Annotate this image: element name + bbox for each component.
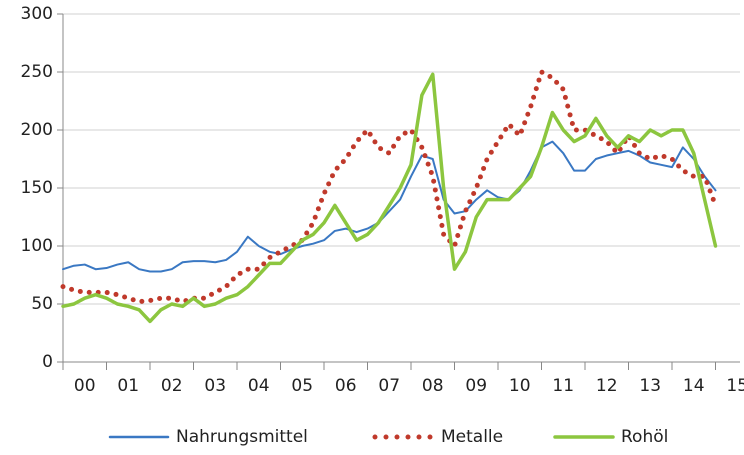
- y-tick-label: 50: [31, 294, 53, 314]
- x-tick-label: 13: [639, 376, 661, 396]
- x-tick-label: 04: [248, 376, 270, 396]
- x-tick-label: 12: [596, 376, 618, 396]
- x-tick-label: 07: [378, 376, 400, 396]
- y-tick-label: 250: [21, 62, 53, 82]
- series-line: [61, 72, 718, 324]
- x-tick-label: 02: [161, 376, 183, 396]
- series-line: [60, 69, 718, 305]
- legend-label: Nahrungsmittel: [176, 427, 308, 447]
- x-tick-label: 14: [683, 376, 705, 396]
- y-tick-label: 0: [42, 352, 53, 372]
- y-tick-label: 150: [21, 178, 53, 198]
- x-tick-label: 01: [117, 376, 139, 396]
- x-tick-label: 05: [291, 376, 313, 396]
- y-tick-label: 100: [21, 236, 53, 256]
- x-tick-label: 00: [74, 376, 96, 396]
- x-tick-label: 06: [335, 376, 357, 396]
- x-tick-label: 10: [509, 376, 531, 396]
- legend-label: Metalle: [441, 427, 503, 447]
- legend-label: Rohöl: [621, 427, 668, 447]
- x-tick-label: 11: [552, 376, 574, 396]
- y-tick-label: 300: [21, 4, 53, 24]
- series-line: [62, 140, 717, 273]
- x-tick-label: 08: [422, 376, 444, 396]
- x-tick-label: 15: [726, 376, 744, 396]
- x-tick-label: 09: [465, 376, 487, 396]
- x-tick-label: 03: [204, 376, 226, 396]
- y-tick-label: 200: [21, 120, 53, 140]
